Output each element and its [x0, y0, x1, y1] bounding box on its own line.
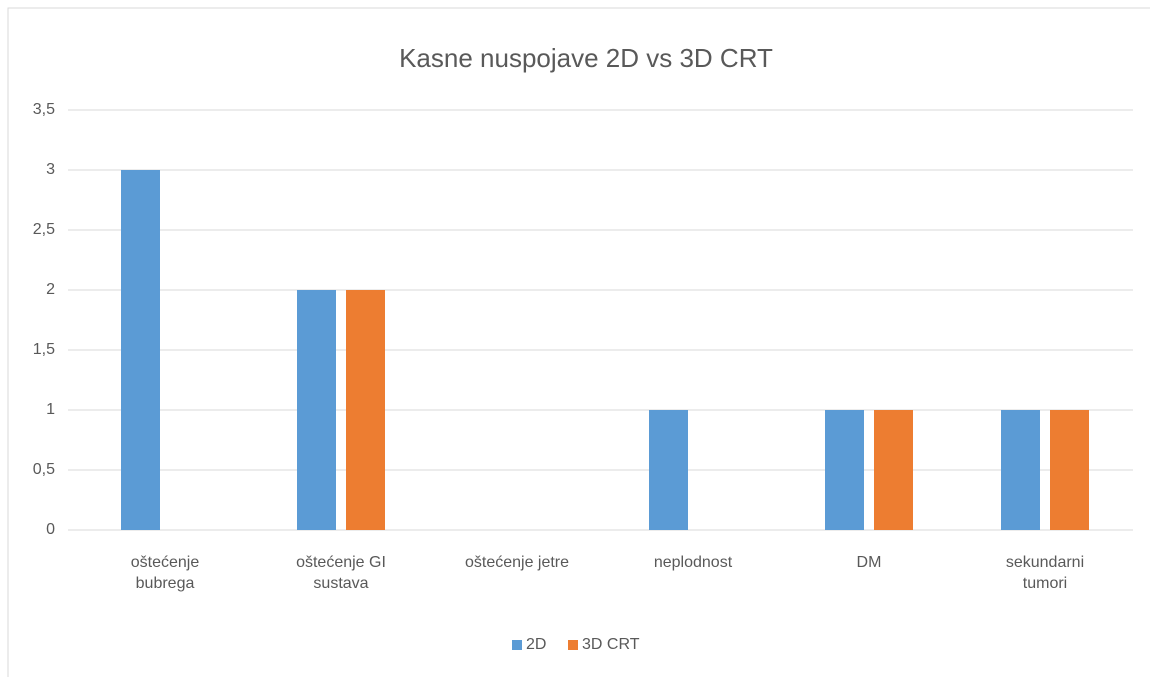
chart-border: [7, 7, 1150, 677]
y-tick-label: 1,5: [33, 341, 55, 358]
y-tick-label: 3,5: [33, 101, 55, 118]
x-tick-label: DM: [856, 554, 882, 571]
y-tick-label: 0,5: [33, 461, 55, 478]
bar: [1050, 410, 1089, 530]
bar: [121, 170, 160, 530]
bar: [825, 410, 864, 530]
x-tick-label: oštećenje GI sustava: [296, 554, 386, 592]
bar: [649, 410, 688, 530]
bar: [346, 290, 385, 530]
y-tick-label: 1: [46, 401, 55, 418]
legend-swatch: [512, 640, 522, 650]
y-tick-label: 0: [46, 521, 55, 538]
x-tick-label: oštećenje jetre: [464, 554, 570, 571]
x-tick-label: neplodnost: [653, 554, 733, 571]
legend-swatch: [568, 640, 578, 650]
y-tick-label: 2,5: [33, 221, 55, 238]
x-tick-label: sekundarni tumori: [1005, 554, 1085, 592]
y-tick-label: 3: [46, 161, 55, 178]
legend-label: 2D: [526, 636, 546, 653]
bar: [297, 290, 336, 530]
chart-title: Kasne nuspojave 2D vs 3D CRT: [399, 43, 773, 73]
y-tick-label: 2: [46, 281, 55, 298]
bar: [1001, 410, 1040, 530]
legend-label: 3D CRT: [582, 636, 640, 653]
x-tick-label: oštećenje bubrega: [130, 554, 200, 592]
bar: [874, 410, 913, 530]
